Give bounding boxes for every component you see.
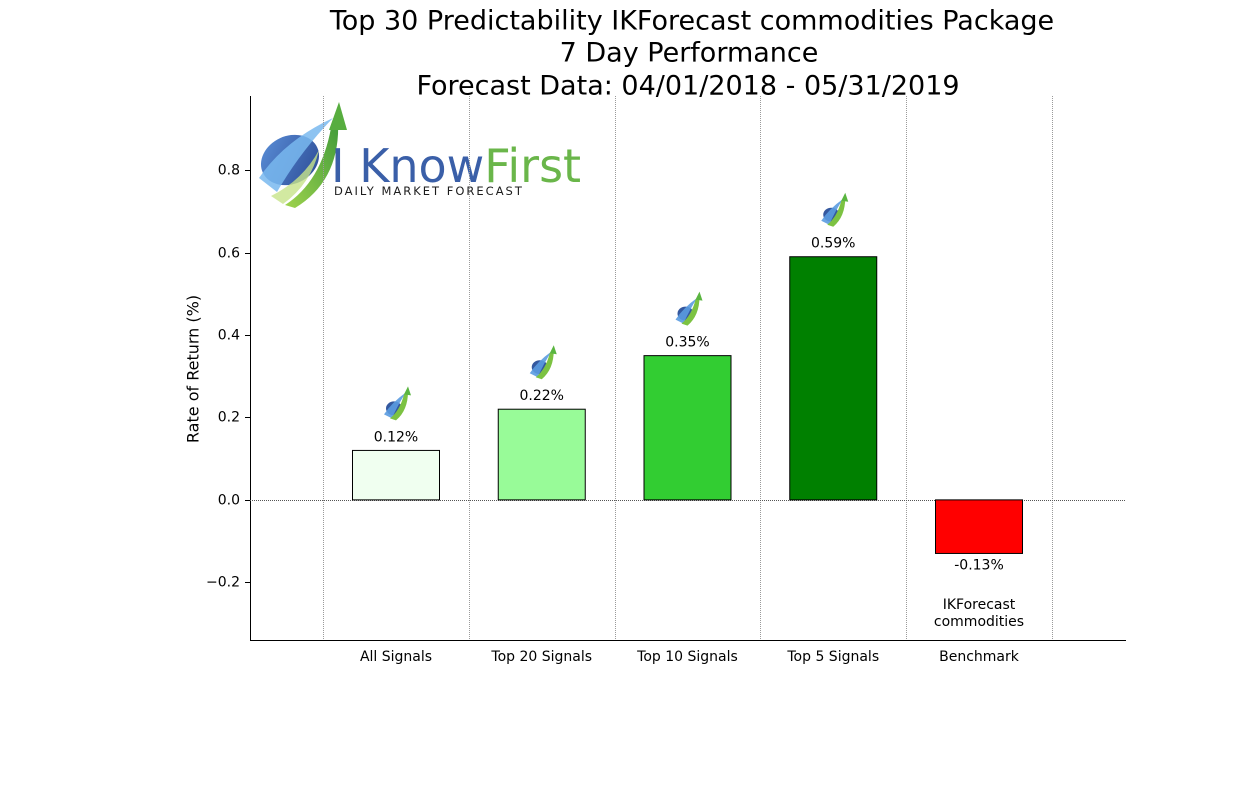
benchmark-annotation-line-1: IKForecast <box>943 597 1016 613</box>
logo-tagline: Daily Market Forecast <box>334 184 524 198</box>
logo-swoosh-icon <box>259 102 347 208</box>
logo: I KnowFirst Daily Market Forecast <box>259 102 581 208</box>
x-tick-label: Benchmark <box>939 649 1020 665</box>
chart-title-line-1: Top 30 Predictability IKForecast commodi… <box>329 6 1054 37</box>
logo-brand-prefix: I Know <box>331 139 484 193</box>
data-label: 0.35% <box>665 335 709 351</box>
mini-logo-icon <box>529 345 557 380</box>
y-tick-label: 0.4 <box>218 328 240 344</box>
x-tick-label: All Signals <box>360 649 432 665</box>
benchmark-annotation-line-2: commodities <box>934 614 1024 630</box>
x-tick-label: Top 5 Signals <box>786 649 879 665</box>
data-label: 0.12% <box>374 429 418 445</box>
y-tick-label: 0.6 <box>218 246 240 262</box>
chart-title-line-3: Forecast Data: 04/01/2018 - 05/31/2019 <box>416 71 959 102</box>
mini-logo-icon <box>675 291 703 326</box>
bars <box>352 256 1023 554</box>
y-tick-label: 0.2 <box>218 410 240 426</box>
x-tick-label: Top 10 Signals <box>636 649 738 665</box>
bar <box>643 355 732 501</box>
data-label: 0.59% <box>811 236 855 252</box>
bar <box>789 256 878 501</box>
chart-title-line-2: 7 Day Performance <box>560 38 819 69</box>
bar <box>935 499 1023 554</box>
y-tick-label: −0.2 <box>206 575 240 591</box>
grid <box>250 96 1126 640</box>
data-label: -0.13% <box>954 557 1004 573</box>
bar <box>352 449 440 501</box>
x-tick-label: Top 20 Signals <box>490 649 592 665</box>
mini-logo-icon <box>384 386 411 421</box>
y-tick-label: 0.8 <box>218 163 240 179</box>
y-tick-label: 0.0 <box>218 493 240 509</box>
logo-brand: I KnowFirst <box>331 139 581 193</box>
category-labels: All Signals Top 20 Signals Top 10 Signals T… <box>360 649 1020 665</box>
data-labels: 0.12% 0.22% 0.35% 0.59% -0.13% <box>374 192 1004 573</box>
logo-brand-suffix: First <box>484 139 581 193</box>
y-ticks: −0.2 0.0 0.2 0.4 0.6 0.8 <box>206 163 250 591</box>
bar <box>497 408 586 501</box>
data-label: 0.22% <box>520 388 564 404</box>
mini-logo-icon <box>821 192 849 227</box>
y-axis-label: Rate of Return (%) <box>184 295 203 443</box>
